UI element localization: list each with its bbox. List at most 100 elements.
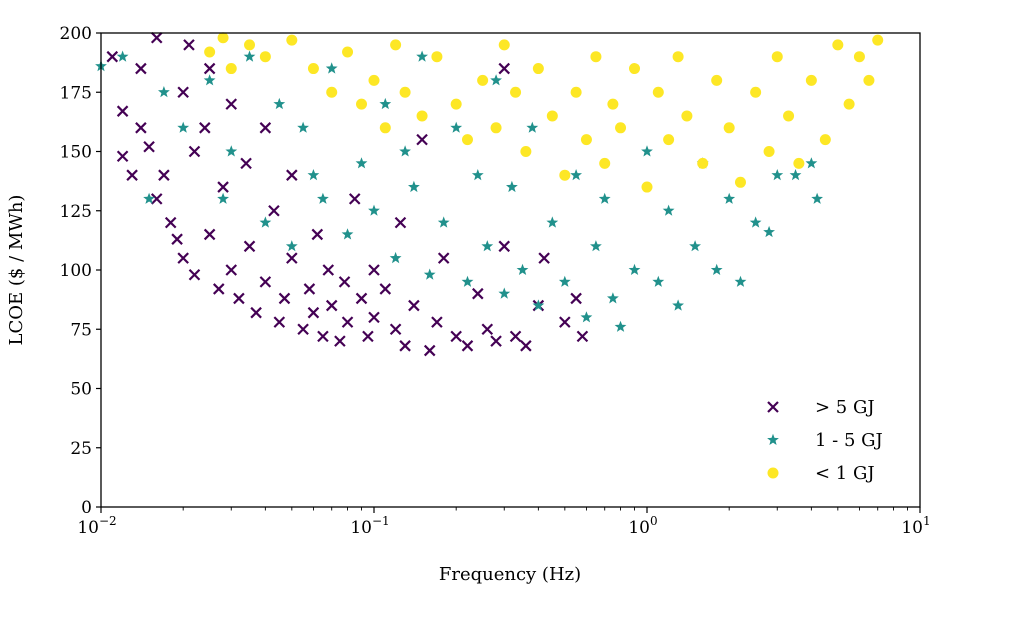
- data-point-x: [341, 316, 354, 328]
- data-point-circle: [431, 51, 443, 63]
- legend-label: 1 - 5 GJ: [815, 430, 883, 451]
- y-tick-label: 25: [70, 439, 92, 459]
- data-point-star: [177, 121, 190, 133]
- data-point-star: [546, 216, 559, 228]
- data-point-circle: [590, 51, 602, 63]
- legend-marker-star: [767, 433, 779, 445]
- data-point-star: [516, 263, 529, 275]
- data-point-star: [259, 216, 272, 228]
- data-point-star: [811, 192, 823, 204]
- data-point-star: [399, 145, 411, 157]
- data-point-star: [317, 192, 329, 204]
- data-point-star: [506, 180, 518, 193]
- data-point-circle: [570, 86, 582, 98]
- data-point-x: [498, 240, 511, 253]
- data-point-x: [472, 287, 484, 300]
- data-point-circle: [450, 98, 462, 110]
- data-point-star: [355, 157, 368, 169]
- data-point-x: [348, 193, 361, 205]
- data-point-x: [135, 62, 147, 75]
- data-point-x: [416, 133, 428, 146]
- data-point-x: [259, 276, 272, 288]
- data-point-star: [408, 180, 420, 193]
- data-point-star: [771, 169, 784, 181]
- x-tick-label: 100: [628, 514, 657, 538]
- data-point-star: [461, 275, 474, 287]
- data-point-star: [580, 311, 593, 323]
- data-point-star: [116, 50, 129, 62]
- data-point-star: [532, 299, 545, 311]
- data-point-x: [143, 140, 155, 153]
- data-point-circle: [286, 34, 298, 46]
- data-point-star: [749, 216, 762, 228]
- data-point-star: [689, 240, 701, 252]
- y-tick-label: 50: [70, 380, 92, 400]
- data-point-circle: [244, 39, 256, 51]
- data-point-circle: [477, 74, 489, 86]
- data-point-x: [538, 252, 550, 264]
- data-point-x: [171, 233, 183, 245]
- data-point-star: [243, 50, 256, 62]
- data-point-star: [734, 275, 747, 287]
- data-point-x: [203, 62, 216, 75]
- data-point-star: [490, 74, 502, 86]
- data-point-x: [423, 344, 436, 357]
- data-point-x: [334, 335, 346, 347]
- data-point-x: [233, 292, 245, 305]
- data-point-star: [652, 275, 665, 287]
- data-point-circle: [641, 181, 653, 193]
- data-point-x: [368, 311, 380, 324]
- data-point-x: [225, 264, 238, 276]
- data-point-x: [576, 330, 589, 343]
- data-point-x: [368, 264, 380, 276]
- data-point-x: [286, 169, 298, 181]
- data-point-star: [285, 240, 298, 252]
- data-point-circle: [368, 74, 380, 86]
- legend-marker-x: [767, 401, 779, 413]
- y-axis: 0 25 50 75 100 125 150 175 200: [60, 24, 101, 518]
- data-point-circle: [663, 134, 675, 146]
- data-point-x: [116, 105, 129, 117]
- y-axis-label: LCOE ($ / MWh): [6, 195, 27, 346]
- data-point-star: [723, 192, 736, 204]
- data-point-x: [183, 39, 195, 51]
- data-point-x: [509, 330, 522, 343]
- data-point-circle: [356, 98, 368, 110]
- data-point-x: [268, 204, 280, 217]
- y-tick-label: 200: [60, 24, 92, 44]
- y-tick-label: 125: [60, 202, 92, 222]
- data-point-circle: [771, 51, 783, 63]
- data-point-circle: [225, 63, 237, 75]
- data-point-circle: [652, 86, 664, 98]
- data-point-x: [150, 31, 163, 44]
- data-point-circle: [342, 46, 354, 58]
- data-point-x: [498, 62, 511, 75]
- data-point-circle: [734, 176, 746, 188]
- data-point-star: [307, 169, 320, 181]
- data-point-x: [199, 122, 211, 134]
- data-point-x: [394, 216, 407, 229]
- data-point-circle: [805, 74, 817, 86]
- data-point-star: [158, 86, 170, 98]
- legend: > 5 GJ 1 - 5 GJ < 1 GJ: [767, 397, 883, 484]
- x-tick-exponent: −2: [99, 514, 117, 528]
- data-point-star: [570, 169, 582, 181]
- x-tick-base: 10: [77, 518, 99, 538]
- x-tick-base: 10: [350, 518, 372, 538]
- data-point-circle: [580, 134, 592, 146]
- data-point-star: [450, 121, 463, 133]
- data-point-circle: [872, 34, 884, 46]
- data-point-star: [341, 228, 354, 240]
- data-point-circle: [326, 86, 338, 98]
- data-point-star: [526, 121, 539, 133]
- data-point-circle: [204, 46, 216, 58]
- data-point-x: [126, 169, 138, 181]
- data-point-x: [325, 299, 338, 312]
- data-point-star: [763, 225, 775, 238]
- data-point-x: [177, 86, 189, 99]
- x-tick-exponent: 0: [650, 514, 658, 528]
- legend-marker-circle: [767, 467, 779, 479]
- plot-frame: [100, 32, 921, 508]
- data-point-x: [250, 306, 262, 319]
